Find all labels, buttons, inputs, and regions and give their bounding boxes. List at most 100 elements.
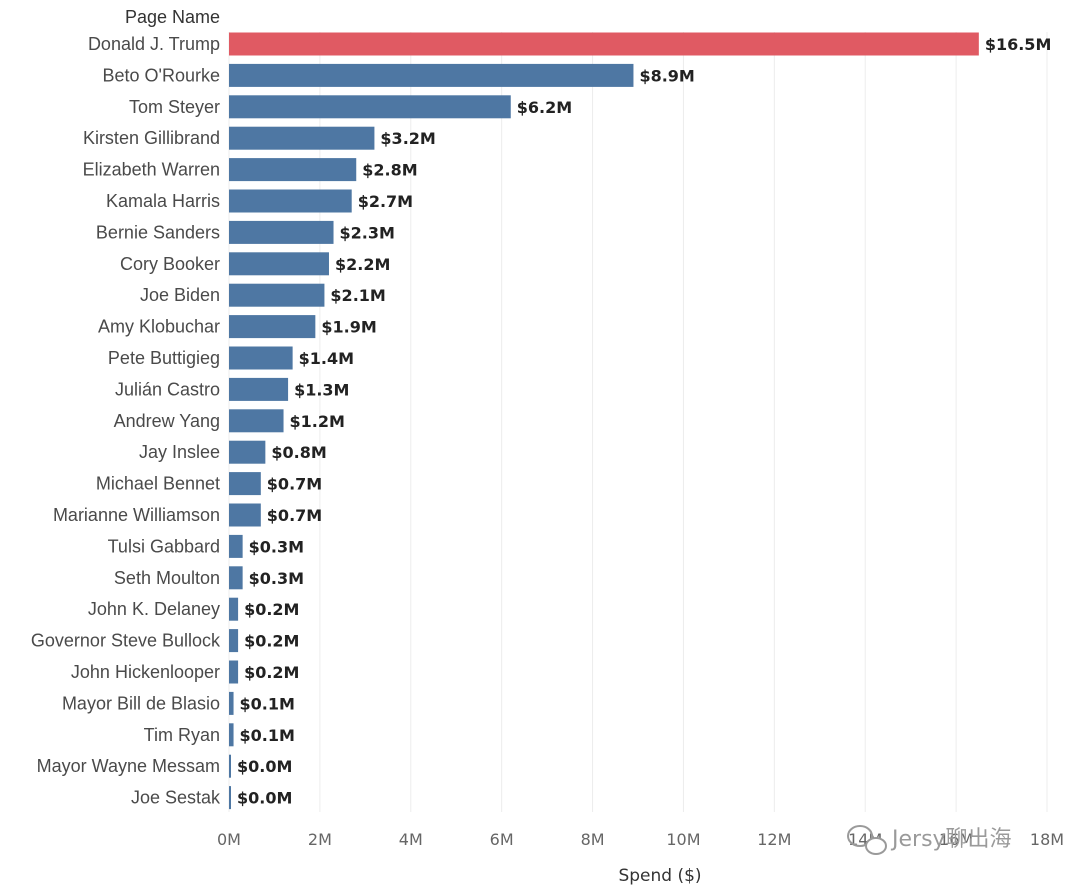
x-tick-label-1: 2M <box>308 830 332 849</box>
value-label: $0.2M <box>244 632 299 651</box>
value-label: $0.0M <box>237 789 292 808</box>
bar <box>229 472 261 496</box>
category-label: Bernie Sanders <box>96 222 220 242</box>
bar-row: Mayor Bill de Blasio $0.1M <box>62 691 295 715</box>
bar-row: Donald J. Trump $16.5M <box>88 32 1052 56</box>
value-label: $2.1M <box>330 286 385 305</box>
value-label: $0.3M <box>249 569 304 588</box>
bar-row: Amy Klobuchar $1.9M <box>98 315 377 339</box>
category-label: Andrew Yang <box>114 411 220 431</box>
category-label: Joe Sestak <box>131 788 221 808</box>
x-tick-label-4: 8M <box>581 830 605 849</box>
value-label: $2.2M <box>335 255 390 274</box>
value-label: $1.4M <box>299 349 354 368</box>
bar <box>229 786 231 810</box>
category-label: Jay Inslee <box>139 442 220 462</box>
bar <box>229 503 261 527</box>
value-label: $0.2M <box>244 600 299 619</box>
bar <box>229 597 239 621</box>
category-label: Kamala Harris <box>106 191 220 211</box>
bar <box>229 315 316 339</box>
watermark-text: Jersy聊出海 <box>890 827 1012 852</box>
bar <box>229 534 243 558</box>
bar <box>229 158 357 182</box>
category-label: Mayor Bill de Blasio <box>62 693 220 713</box>
category-label: Pete Buttigieg <box>108 348 220 368</box>
value-label: $0.1M <box>240 694 295 713</box>
bar-row: Cory Booker $2.2M <box>120 252 390 276</box>
category-header: Page Name <box>125 7 220 27</box>
category-label: Marianne Williamson <box>53 505 220 525</box>
category-label: Amy Klobuchar <box>98 317 220 337</box>
bar-row: Kamala Harris $2.7M <box>106 189 413 213</box>
category-label: Cory Booker <box>120 254 220 274</box>
value-label: $0.7M <box>267 506 322 525</box>
bar-row: Governor Steve Bullock $0.2M <box>31 629 299 653</box>
bar-row: Andrew Yang $1.2M <box>114 409 345 433</box>
category-label: Michael Bennet <box>96 474 220 494</box>
bar <box>229 283 325 307</box>
value-label: $2.3M <box>340 223 395 242</box>
value-label: $6.2M <box>517 98 572 117</box>
bar-row: Tulsi Gabbard $0.3M <box>108 534 304 558</box>
value-label: $0.8M <box>271 443 326 462</box>
category-label: Donald J. Trump <box>88 34 220 54</box>
bar-row: Bernie Sanders $2.3M <box>96 220 395 244</box>
category-label: John K. Delaney <box>88 599 220 619</box>
value-label: $8.9M <box>639 66 694 85</box>
bar-row: Tim Ryan $0.1M <box>144 723 295 747</box>
bar <box>229 409 284 433</box>
bar <box>229 346 293 370</box>
bar <box>229 440 266 464</box>
x-tick-label-3: 6M <box>490 830 514 849</box>
wechat-icon <box>847 825 887 855</box>
category-label: Seth Moulton <box>114 568 220 588</box>
category-label: John Hickenlooper <box>71 662 220 682</box>
bar <box>229 723 234 747</box>
bar <box>229 32 979 56</box>
bar-row: Joe Sestak $0.0M <box>131 786 292 810</box>
bar <box>229 126 375 150</box>
x-tick-label-5: 10M <box>666 830 700 849</box>
category-label: Governor Steve Bullock <box>31 631 221 651</box>
bar-row: Beto O'Rourke $8.9M <box>103 63 695 87</box>
value-label: $2.8M <box>362 161 417 180</box>
value-label: $2.7M <box>358 192 413 211</box>
bar-row: Joe Biden $2.1M <box>140 283 386 307</box>
value-label: $0.1M <box>240 726 295 745</box>
bar <box>229 754 231 778</box>
category-label: Tom Steyer <box>129 97 220 117</box>
bar-row: Michael Bennet $0.7M <box>96 472 322 496</box>
bar-row: Tom Steyer $6.2M <box>129 95 572 119</box>
bar <box>229 95 511 119</box>
category-label: Tulsi Gabbard <box>108 536 220 556</box>
x-tick-label-9: 18M <box>1030 830 1064 849</box>
bars: Donald J. Trump $16.5M Beto O'Rourke $8.9M T… <box>31 32 1052 810</box>
bar-row: John K. Delaney $0.2M <box>88 597 299 621</box>
category-label: Kirsten Gillibrand <box>83 128 220 148</box>
bar <box>229 660 239 684</box>
bar <box>229 189 352 213</box>
x-axis-title: Spend ($) <box>618 866 701 886</box>
bar <box>229 220 334 244</box>
value-label: $16.5M <box>985 35 1052 54</box>
category-label: Beto O'Rourke <box>103 65 221 85</box>
category-label: Joe Biden <box>140 285 220 305</box>
bar-row: Elizabeth Warren $2.8M <box>83 158 418 182</box>
value-label: $1.3M <box>294 380 349 399</box>
value-label: $1.2M <box>290 412 345 431</box>
bar-row: Kirsten Gillibrand $3.2M <box>83 126 436 150</box>
value-label: $0.2M <box>244 663 299 682</box>
value-label: $1.9M <box>321 318 376 337</box>
value-label: $0.7M <box>267 475 322 494</box>
x-tick-label-0: 0M <box>217 830 241 849</box>
bar <box>229 566 243 590</box>
value-label: $0.3M <box>249 537 304 556</box>
watermark: Jersy聊出海 <box>847 825 1012 855</box>
bar-row: Seth Moulton $0.3M <box>114 566 304 590</box>
bar-row: Marianne Williamson $0.7M <box>53 503 322 527</box>
bar <box>229 377 289 401</box>
bar <box>229 63 634 87</box>
bar <box>229 629 239 653</box>
